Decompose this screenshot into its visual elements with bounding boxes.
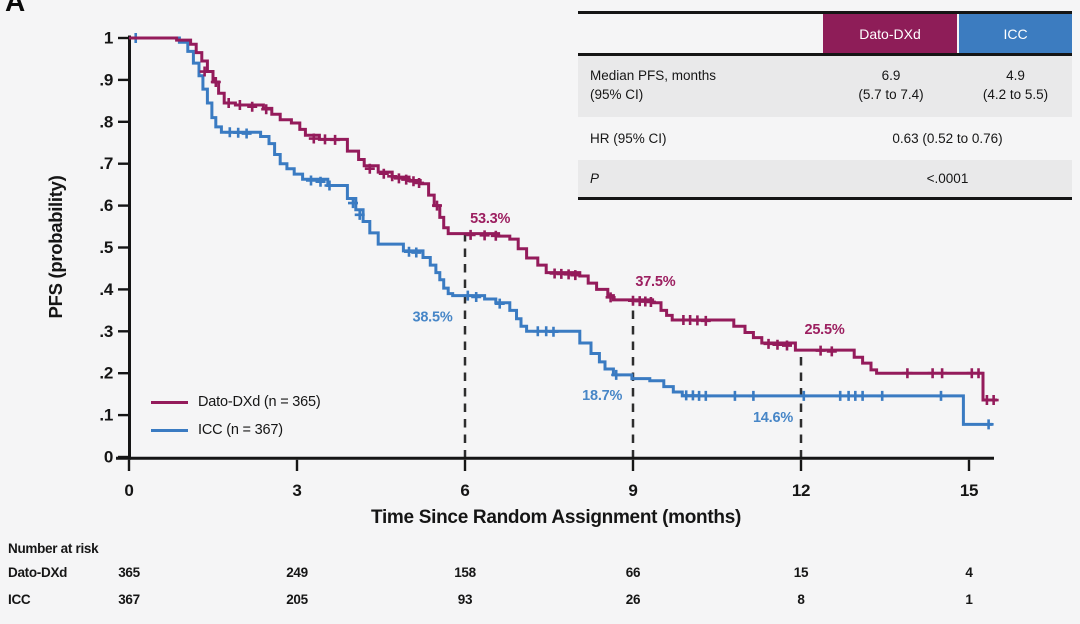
y-tick-label-.7: .7 — [99, 154, 113, 173]
annotation-37.5%: 37.5% — [635, 274, 675, 290]
risk-value: 8 — [797, 592, 805, 607]
y-tick-label-.8: .8 — [99, 112, 113, 131]
median-dato: 6.9 — [881, 68, 901, 83]
annotation-25.5%: 25.5% — [804, 322, 844, 338]
risk-value: 367 — [118, 592, 140, 607]
risk-value: 15 — [793, 565, 809, 580]
x-tick-label-6: 6 — [460, 481, 469, 500]
stats-table-header-row: Dato-DXd ICC — [578, 14, 1072, 56]
p-row: P <.0001 — [578, 160, 1072, 197]
annotation-18.7%: 18.7% — [582, 388, 622, 404]
risk-value: 1 — [965, 592, 973, 607]
hr-value: 0.63 (0.52 to 0.76) — [892, 130, 1003, 146]
risk-value: 249 — [286, 565, 308, 580]
y-tick-label-0: 0 — [104, 448, 113, 467]
p-value: <.0001 — [926, 170, 969, 186]
icc-legend-label: ICC (n = 367) — [198, 422, 283, 438]
dato-dxd-censor-marks — [199, 66, 999, 406]
annotation-14.6%: 14.6% — [753, 410, 793, 426]
x-tick-label-0: 0 — [124, 481, 133, 500]
median-icc-ci: (4.2 to 5.5) — [982, 87, 1049, 103]
y-axis-title: PFS (probability) — [45, 175, 66, 318]
icc-curve — [129, 36, 993, 426]
y-tick-label-.4: .4 — [99, 280, 113, 299]
risk-value: 158 — [454, 565, 476, 580]
y-tick-label-.9: .9 — [99, 70, 113, 89]
number-at-risk-title: Number at risk — [8, 541, 99, 556]
risk-value: 365 — [118, 565, 140, 580]
x-tick-label-15: 15 — [960, 481, 978, 500]
legend: Dato-DXd (n = 365) ICC (n = 367) — [151, 388, 321, 444]
stats-table-header-dato: Dato-DXd — [823, 14, 957, 53]
x-tick-label-9: 9 — [628, 481, 637, 500]
km-chart: 0 3 6 9 12 15 1 .9 .8 .7 .6 .5 .4 .3 .2 .1 0 Time Since R… — [45, 29, 999, 528]
y-tick-label-.3: .3 — [99, 322, 113, 341]
annotation-38.5%: 38.5% — [412, 310, 452, 326]
hr-label: HR (95% CI) — [590, 130, 667, 146]
risk-row-label-icc: ICC — [8, 592, 31, 607]
y-tick-label-.1: .1 — [99, 406, 113, 425]
stats-table: Dato-DXd ICC Median PFS, months (95% CI)… — [578, 11, 1072, 200]
x-tick-label-12: 12 — [792, 481, 810, 500]
dato-dxd-legend-label: Dato-DXd (n = 365) — [198, 394, 321, 410]
y-tick-label-.5: .5 — [99, 238, 113, 257]
y-tick-label-1: 1 — [104, 29, 113, 48]
risk-value: 4 — [965, 565, 973, 580]
median-pfs-label-line1: Median PFS, months — [590, 68, 717, 83]
y-tick-label-.6: .6 — [99, 196, 113, 215]
hr-row: HR (95% CI) 0.63 (0.52 to 0.76) — [578, 117, 1072, 160]
median-pfs-dato-value: 6.9 (5.7 to 7.4) — [823, 56, 959, 114]
legend-item-dato-dxd: Dato-DXd (n = 365) — [151, 388, 321, 416]
y-tick-label-.2: .2 — [99, 364, 113, 383]
p-label: P — [590, 170, 600, 186]
panel-label: A — [5, 0, 26, 17]
median-dato-ci: (5.7 to 7.4) — [858, 87, 924, 103]
median-icc: 4.9 — [1006, 68, 1025, 83]
x-tick-label-3: 3 — [292, 481, 301, 500]
legend-item-icc: ICC (n = 367) — [151, 416, 321, 444]
risk-row-label-dato-dxd: Dato-DXd — [8, 565, 68, 580]
risk-value: 26 — [625, 592, 641, 607]
risk-value: 205 — [286, 592, 308, 607]
icc-legend-swatch — [151, 428, 188, 432]
stats-table-header-icc: ICC — [959, 14, 1072, 53]
x-axis-title: Time Since Random Assignment (months) — [371, 507, 741, 528]
dato-dxd-legend-swatch — [151, 400, 188, 404]
median-pfs-label: Median PFS, months (95% CI) — [578, 56, 823, 114]
median-pfs-row: Median PFS, months (95% CI) 6.9 (5.7 to … — [578, 56, 1072, 117]
risk-value: 66 — [625, 565, 641, 580]
risk-value: 93 — [457, 592, 473, 607]
median-pfs-label-line2: (95% CI) — [590, 87, 644, 103]
stats-table-header-blank — [578, 14, 823, 53]
annotation-53.3%: 53.3% — [470, 211, 510, 227]
median-pfs-icc-value: 4.9 (4.2 to 5.5) — [959, 56, 1072, 114]
